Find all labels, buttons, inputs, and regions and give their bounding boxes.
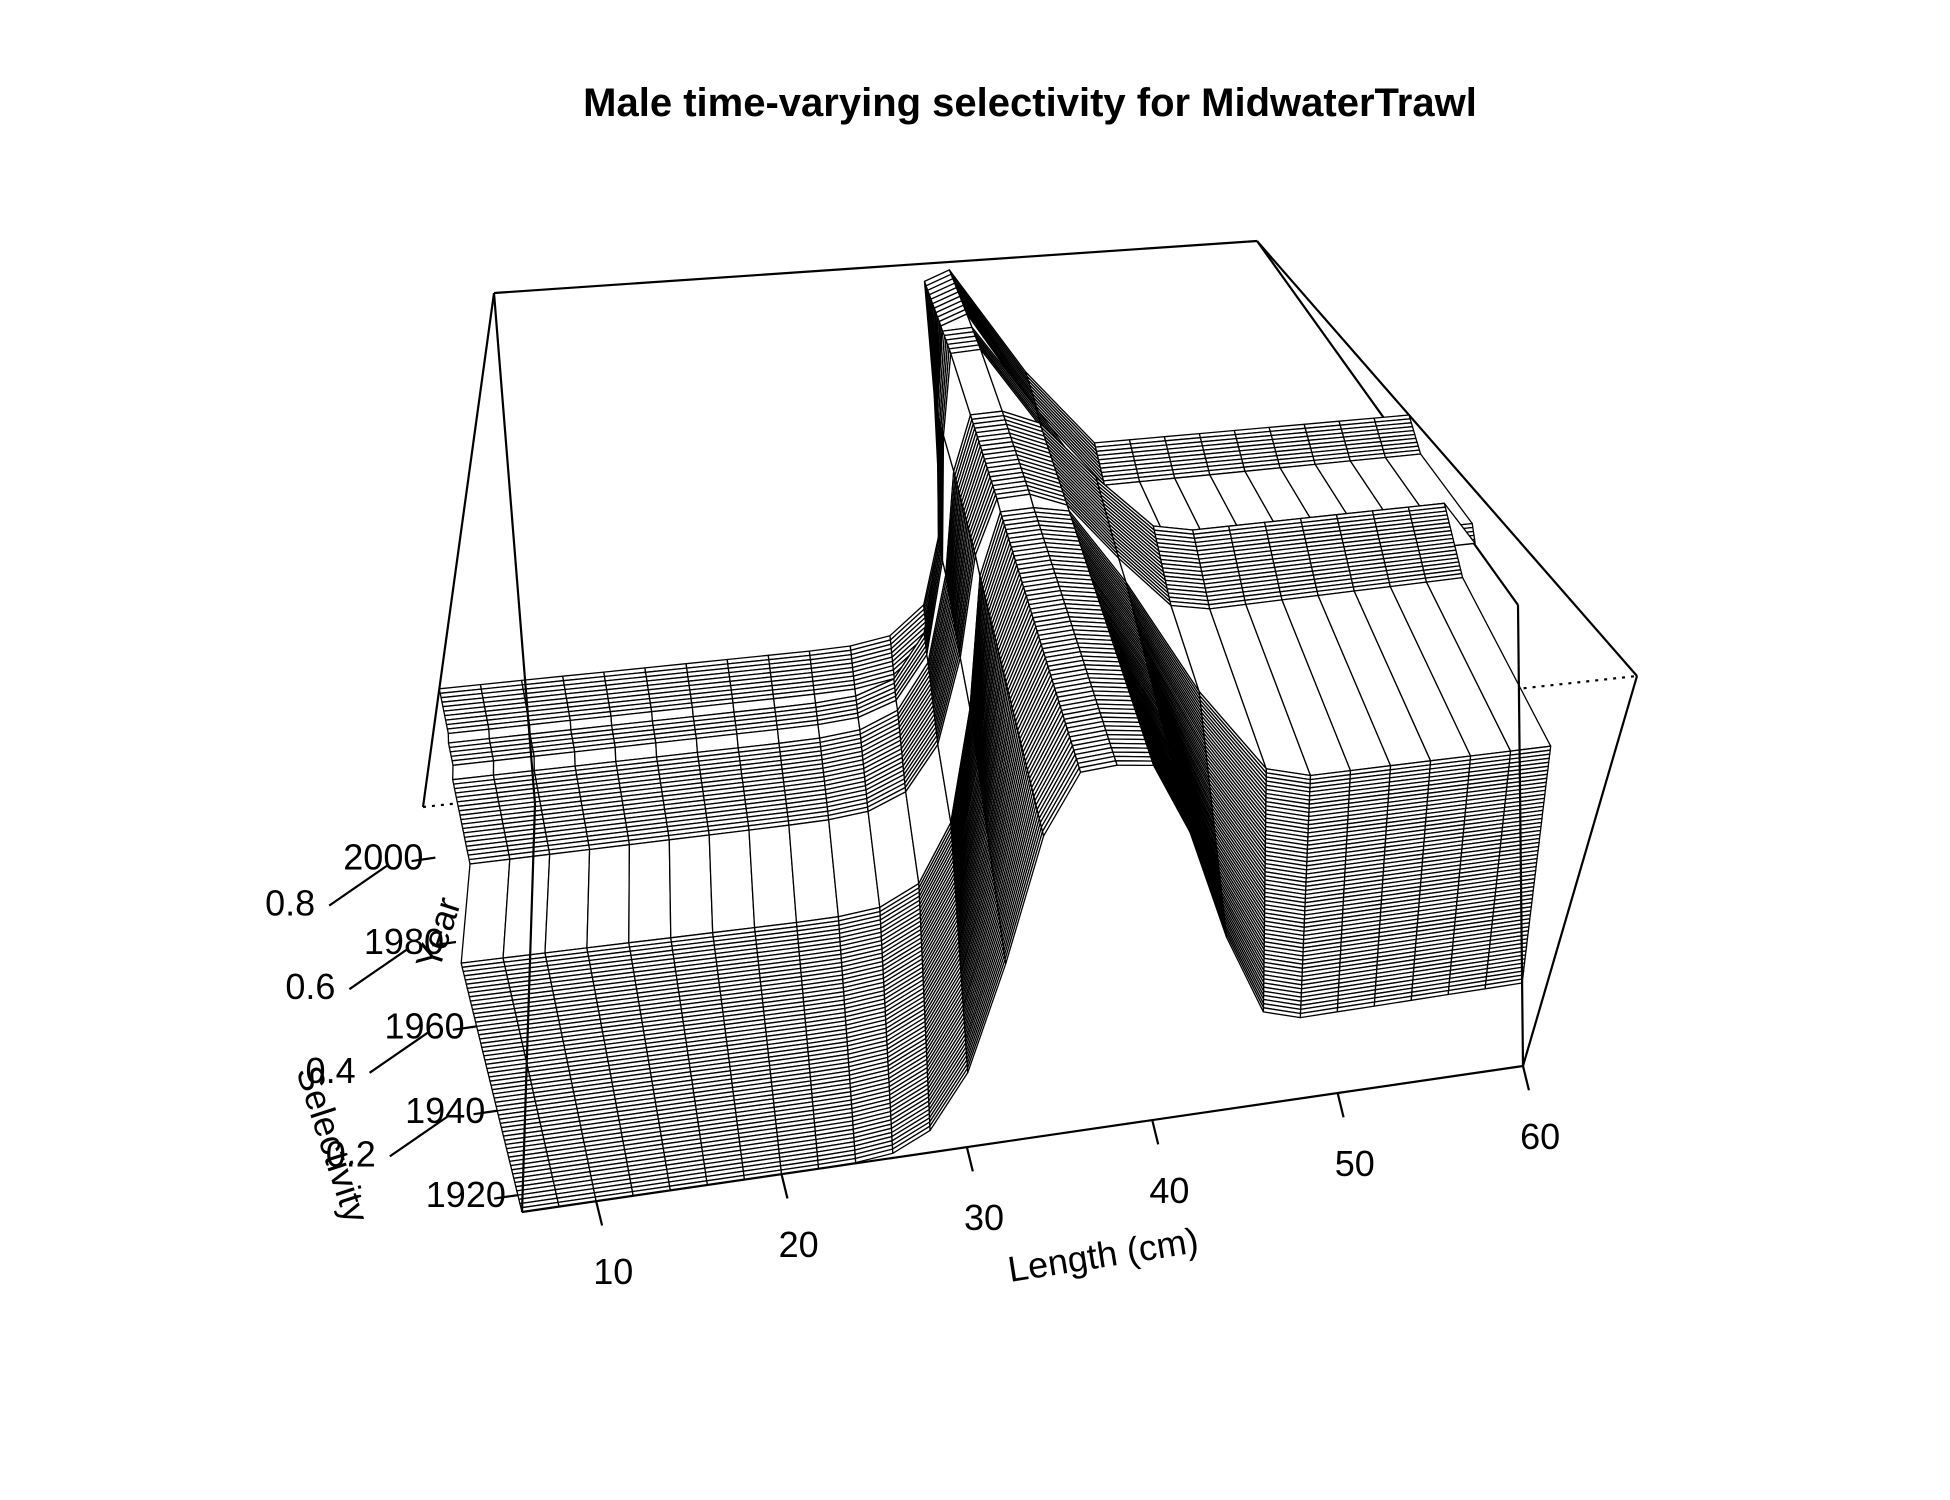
surface-facet: [544, 848, 591, 954]
box-edge-front-floor: [521, 1064, 1524, 1214]
x-tick-label: 30: [964, 1197, 1004, 1238]
box-edge-left-top: [492, 292, 537, 805]
box-edge-front-left: [520, 803, 537, 1213]
box-edge-back-left: [421, 292, 496, 808]
x-tick: [595, 1200, 604, 1226]
x-axis-title: Length (cm): [1005, 1219, 1201, 1290]
z-tick: [368, 1031, 429, 1074]
y-tick: [493, 1194, 519, 1200]
surface-facet: [628, 839, 672, 944]
z-tick: [348, 948, 409, 991]
y-tick-label: 1960: [385, 1005, 465, 1046]
z-tick-label: 0.2: [326, 1133, 376, 1174]
y-tick-label: 1940: [405, 1090, 485, 1131]
z-tick-label: 0.6: [285, 966, 335, 1007]
surface-facet: [460, 858, 511, 964]
surface-facet: [502, 853, 551, 959]
y-tick-label: 2000: [343, 837, 423, 878]
y-tick-label: 1980: [364, 921, 444, 962]
y-tick: [473, 1109, 498, 1116]
x-tick-label: 50: [1335, 1143, 1375, 1184]
x-tick-label: 20: [779, 1224, 819, 1265]
z-tick: [389, 1115, 449, 1158]
x-tick: [1336, 1092, 1345, 1118]
selectivity-surface: [438, 269, 1552, 1213]
box-front-edges: [492, 292, 1525, 1214]
x-tick: [1151, 1119, 1160, 1145]
box-edge-right-floor: [1521, 675, 1639, 1067]
surface-facet: [748, 824, 798, 929]
box-edge-back-right: [1256, 240, 1638, 677]
box-edge-back-top: [493, 239, 1258, 295]
box-edge-front-right: [1516, 604, 1525, 1067]
z-tick: [328, 864, 388, 907]
x-tick: [780, 1173, 789, 1199]
axes: 10 20 30 40 50 60 1920 1940 1960 1980 2000 0.2 0.4 0.…: [265, 837, 1560, 1293]
z-tick-label: 0.4: [306, 1050, 356, 1091]
x-tick-label: 60: [1520, 1116, 1560, 1157]
x-tick: [1521, 1065, 1531, 1091]
x-tick-label: 10: [593, 1251, 633, 1292]
x-tick-label: 40: [1149, 1170, 1189, 1211]
surface-facet: [586, 844, 631, 949]
y-tick-label: 1920: [426, 1174, 506, 1215]
z-tick-label: 0.8: [265, 883, 315, 924]
y-tick: [432, 940, 457, 947]
surface-facet: [1115, 760, 1155, 767]
y-tick: [411, 856, 436, 863]
surface-facet: [708, 829, 756, 934]
y-tick: [452, 1025, 477, 1031]
surface-facet: [668, 834, 714, 939]
chart-title: Male time-varying selectivity for Midwat…: [583, 81, 1477, 125]
y-axis-title: Year: [407, 892, 468, 974]
x-tick: [965, 1146, 974, 1172]
